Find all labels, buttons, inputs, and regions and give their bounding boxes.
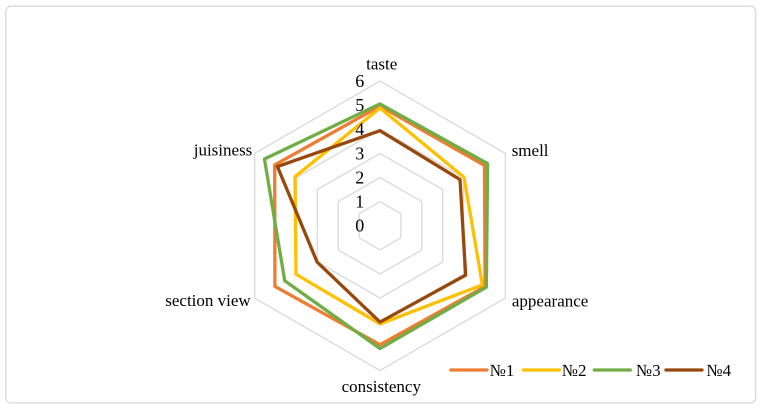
svg-text:smell: smell [512, 141, 549, 160]
svg-text:consistency: consistency [342, 377, 422, 396]
svg-text:juisiness: juisiness [193, 141, 253, 160]
svg-text:section view: section view [165, 291, 251, 310]
svg-text:taste: taste [366, 54, 397, 73]
svg-text:0: 0 [355, 216, 364, 236]
svg-text:№3: №3 [636, 361, 661, 380]
svg-text:6: 6 [355, 71, 364, 91]
svg-text:№1: №1 [490, 361, 515, 380]
svg-text:№4: №4 [706, 361, 731, 380]
svg-text:2: 2 [355, 167, 364, 187]
svg-text:5: 5 [355, 95, 364, 115]
svg-text:1: 1 [355, 192, 364, 212]
svg-text:appearance: appearance [512, 292, 588, 311]
svg-text:3: 3 [355, 143, 364, 163]
svg-text:4: 4 [355, 119, 364, 139]
svg-text:№2: №2 [562, 361, 587, 380]
